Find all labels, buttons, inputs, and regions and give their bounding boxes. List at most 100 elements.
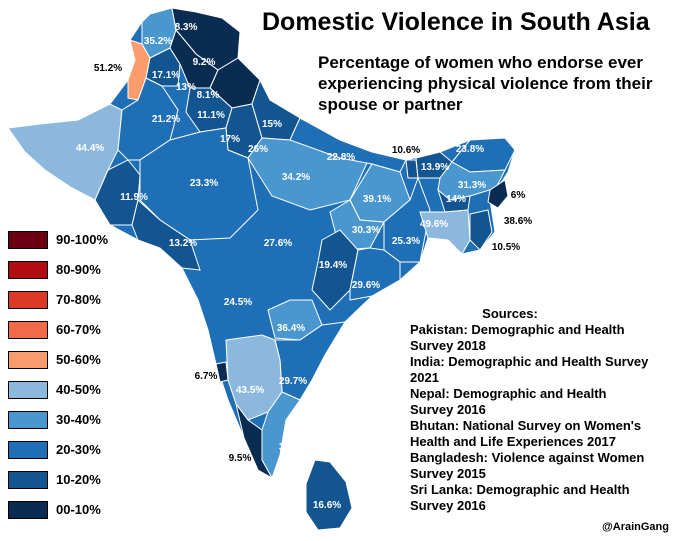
legend-swatch <box>8 321 48 339</box>
region-value-label: 6.7% <box>195 371 218 382</box>
legend-label: 30-40% <box>56 412 101 427</box>
legend-label: 90-100% <box>56 232 109 247</box>
legend-swatch <box>8 261 48 279</box>
credit-handle: @ArainGang <box>602 521 669 533</box>
region-shape <box>7 103 123 201</box>
region-shape <box>305 459 353 531</box>
region-shape <box>117 77 179 161</box>
legend-item: 20-30% <box>8 441 148 461</box>
region-value-label: 29.6% <box>352 280 380 291</box>
region-value-label: 13.2% <box>169 238 197 249</box>
legend-item: 10-20% <box>8 471 148 491</box>
region-shape <box>419 209 471 255</box>
region-value-label: 21.2% <box>152 114 180 125</box>
region-value-label: 43.5% <box>236 385 264 396</box>
legend-label: 50-60% <box>56 352 101 367</box>
source-line: Health and Life Experiences 2017 <box>410 434 616 449</box>
region-value-label: 9.5% <box>229 453 252 464</box>
region-value-label: 27.6% <box>264 238 292 249</box>
legend-item: 00-10% <box>8 501 148 521</box>
region-value-label: 25.3% <box>392 236 420 247</box>
region-value-label: 26% <box>248 144 268 155</box>
page-title: Domestic Violence in South Asia <box>262 8 650 36</box>
legend-label: 80-90% <box>56 262 101 277</box>
legend-label: 70-80% <box>56 292 101 307</box>
region-value-label: 35.2% <box>144 36 172 47</box>
region-value-label: 8.1% <box>197 90 220 101</box>
source-line: Survey 2016 <box>410 498 486 513</box>
region-value-label: 19.4% <box>319 260 347 271</box>
legend-item: 50-60% <box>8 351 148 371</box>
region-value-label: 29.7% <box>279 376 307 387</box>
legend-label: 00-10% <box>56 502 101 517</box>
legend-item: 90-100% <box>8 231 148 251</box>
legend-label: 40-50% <box>56 382 101 397</box>
source-line: Bangladesh: Violence against Women <box>410 450 645 465</box>
region-shape <box>131 199 201 271</box>
legend-swatch <box>8 231 48 249</box>
legend-swatch <box>8 471 48 489</box>
region-shape <box>94 159 141 226</box>
legend-swatch <box>8 291 48 309</box>
region-value-label: 16.6% <box>313 500 341 511</box>
legend-item: 60-70% <box>8 321 148 341</box>
source-line: Sri Lanka: Demographic and Health <box>410 482 630 497</box>
region-value-label: 23.8% <box>456 144 484 155</box>
legend-item: 80-90% <box>8 261 148 281</box>
region-shape <box>349 247 401 301</box>
region-value-label: 37.8% <box>279 442 307 453</box>
region-value-label: 38.6% <box>504 216 532 227</box>
source-line: Nepal: Demographic and Health <box>410 386 607 401</box>
region-value-label: 17.1% <box>152 70 180 81</box>
region-value-label: 10.5% <box>492 242 520 253</box>
region-value-label: 6% <box>511 190 526 201</box>
legend-item: 40-50% <box>8 381 148 401</box>
region-value-label: 30.3% <box>352 225 380 236</box>
region-value-label: 13.9% <box>421 162 449 173</box>
legend-label: 60-70% <box>56 322 101 337</box>
source-line: Bhutan: National Survey on Women's <box>410 418 642 433</box>
region-shape <box>437 188 471 213</box>
sources-heading: Sources: <box>482 306 538 321</box>
legend-swatch <box>8 411 48 429</box>
region-value-label: 17% <box>220 134 240 145</box>
legend-label: 10-20% <box>56 472 101 487</box>
source-line: Survey 2015 <box>410 466 486 481</box>
legend-label: 20-30% <box>56 442 101 457</box>
region-value-label: 39.1% <box>363 194 391 205</box>
region-value-label: 51.2% <box>94 63 122 74</box>
region-value-label: 11.9% <box>120 192 148 203</box>
region-shape <box>215 361 229 383</box>
source-line: India: Demographic and Health Survey <box>410 354 649 369</box>
legend-item: 70-80% <box>8 291 148 311</box>
region-shape <box>311 229 359 311</box>
legend-item: 30-40% <box>8 411 148 431</box>
region-value-label: 31.3% <box>458 180 486 191</box>
legend-swatch <box>8 501 48 519</box>
legend-swatch <box>8 441 48 459</box>
sources-block: Sources: Pakistan: Demographic and Healt… <box>410 306 678 514</box>
legend-swatch <box>8 351 48 369</box>
source-line: Survey 2016 <box>410 402 486 417</box>
region-value-label: 15% <box>262 119 282 130</box>
region-shape <box>235 403 274 480</box>
page-subtitle: Percentage of women who endorse ever exp… <box>318 53 653 114</box>
region-value-label: 14% <box>446 194 466 205</box>
legend-swatch <box>8 381 48 399</box>
region-value-label: 23.3% <box>190 178 218 189</box>
region-value-label: 13% <box>176 82 196 93</box>
source-line: Pakistan: Demographic and Health <box>410 322 625 337</box>
region-value-label: 22.8% <box>327 152 355 163</box>
region-value-label: 11.1% <box>197 110 225 121</box>
region-value-label: 36.4% <box>277 323 305 334</box>
region-shape <box>487 179 509 209</box>
region-value-label: 49.6% <box>420 219 448 230</box>
region-value-label: 44.4% <box>76 143 104 154</box>
source-line: 2021 <box>410 370 439 385</box>
region-value-label: 8.3% <box>175 22 198 33</box>
region-value-label: 34.2% <box>282 172 310 183</box>
region-value-label: 10.6% <box>392 145 420 156</box>
source-line: Survey 2018 <box>410 338 486 353</box>
region-value-label: 9.2% <box>193 57 216 68</box>
